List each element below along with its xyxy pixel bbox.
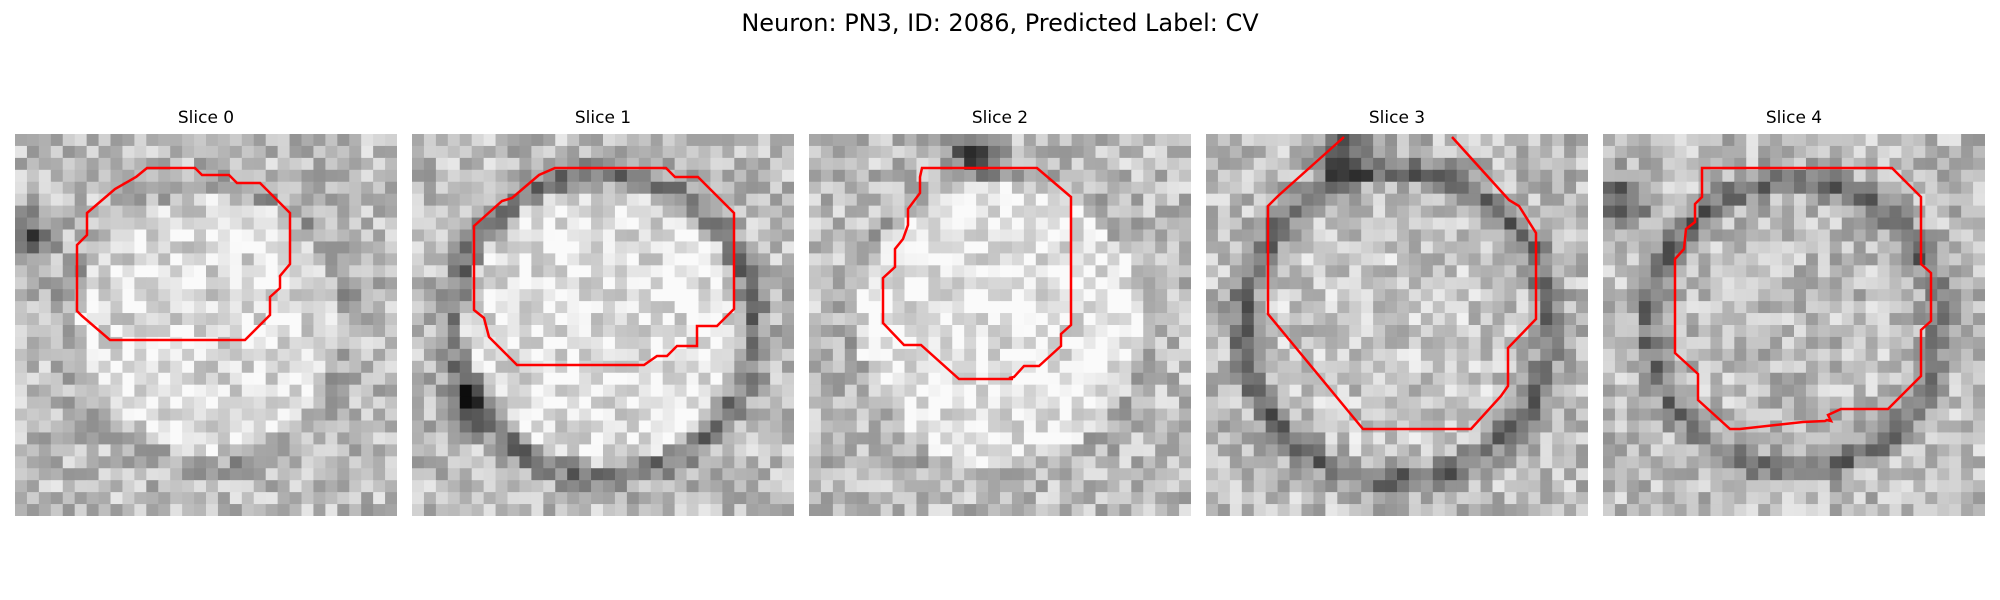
neuron-outline xyxy=(472,166,736,367)
slice-title: Slice 3 xyxy=(1368,108,1426,128)
slice-title: Slice 1 xyxy=(574,108,632,128)
slice-image-svg xyxy=(412,134,794,516)
pixel-grid xyxy=(809,134,1191,516)
slice-image xyxy=(1206,134,1588,516)
slice-panel-1: Slice 1 xyxy=(412,104,794,516)
slice-image xyxy=(809,134,1191,516)
slice-image-svg xyxy=(809,134,1191,516)
neuron-outline xyxy=(1673,166,1933,431)
slice-title: Slice 0 xyxy=(177,108,235,128)
slice-image xyxy=(412,134,794,516)
pixel-grid xyxy=(412,134,794,516)
neuron-outline xyxy=(75,166,292,342)
neuron-outline xyxy=(881,166,1073,381)
slice-image-svg xyxy=(15,134,397,516)
slice-image-svg xyxy=(1206,134,1588,516)
slice-title: Slice 4 xyxy=(1765,108,1823,128)
slice-panel-0: Slice 0 xyxy=(15,104,397,516)
slice-panel-4: Slice 4 xyxy=(1603,104,1985,516)
figure-title: Neuron: PN3, ID: 2086, Predicted Label: … xyxy=(741,9,1259,37)
slice-title: Slice 2 xyxy=(971,108,1029,128)
slice-image-svg xyxy=(1603,134,1985,516)
slice-panel-3: Slice 3 xyxy=(1206,104,1588,516)
pixel-grid xyxy=(1603,134,1985,516)
slice-image xyxy=(1603,134,1985,516)
neuron-outline xyxy=(1266,136,1538,431)
pixel-grid xyxy=(15,134,397,516)
slice-image xyxy=(15,134,397,516)
slice-panel-2: Slice 2 xyxy=(809,104,1191,516)
